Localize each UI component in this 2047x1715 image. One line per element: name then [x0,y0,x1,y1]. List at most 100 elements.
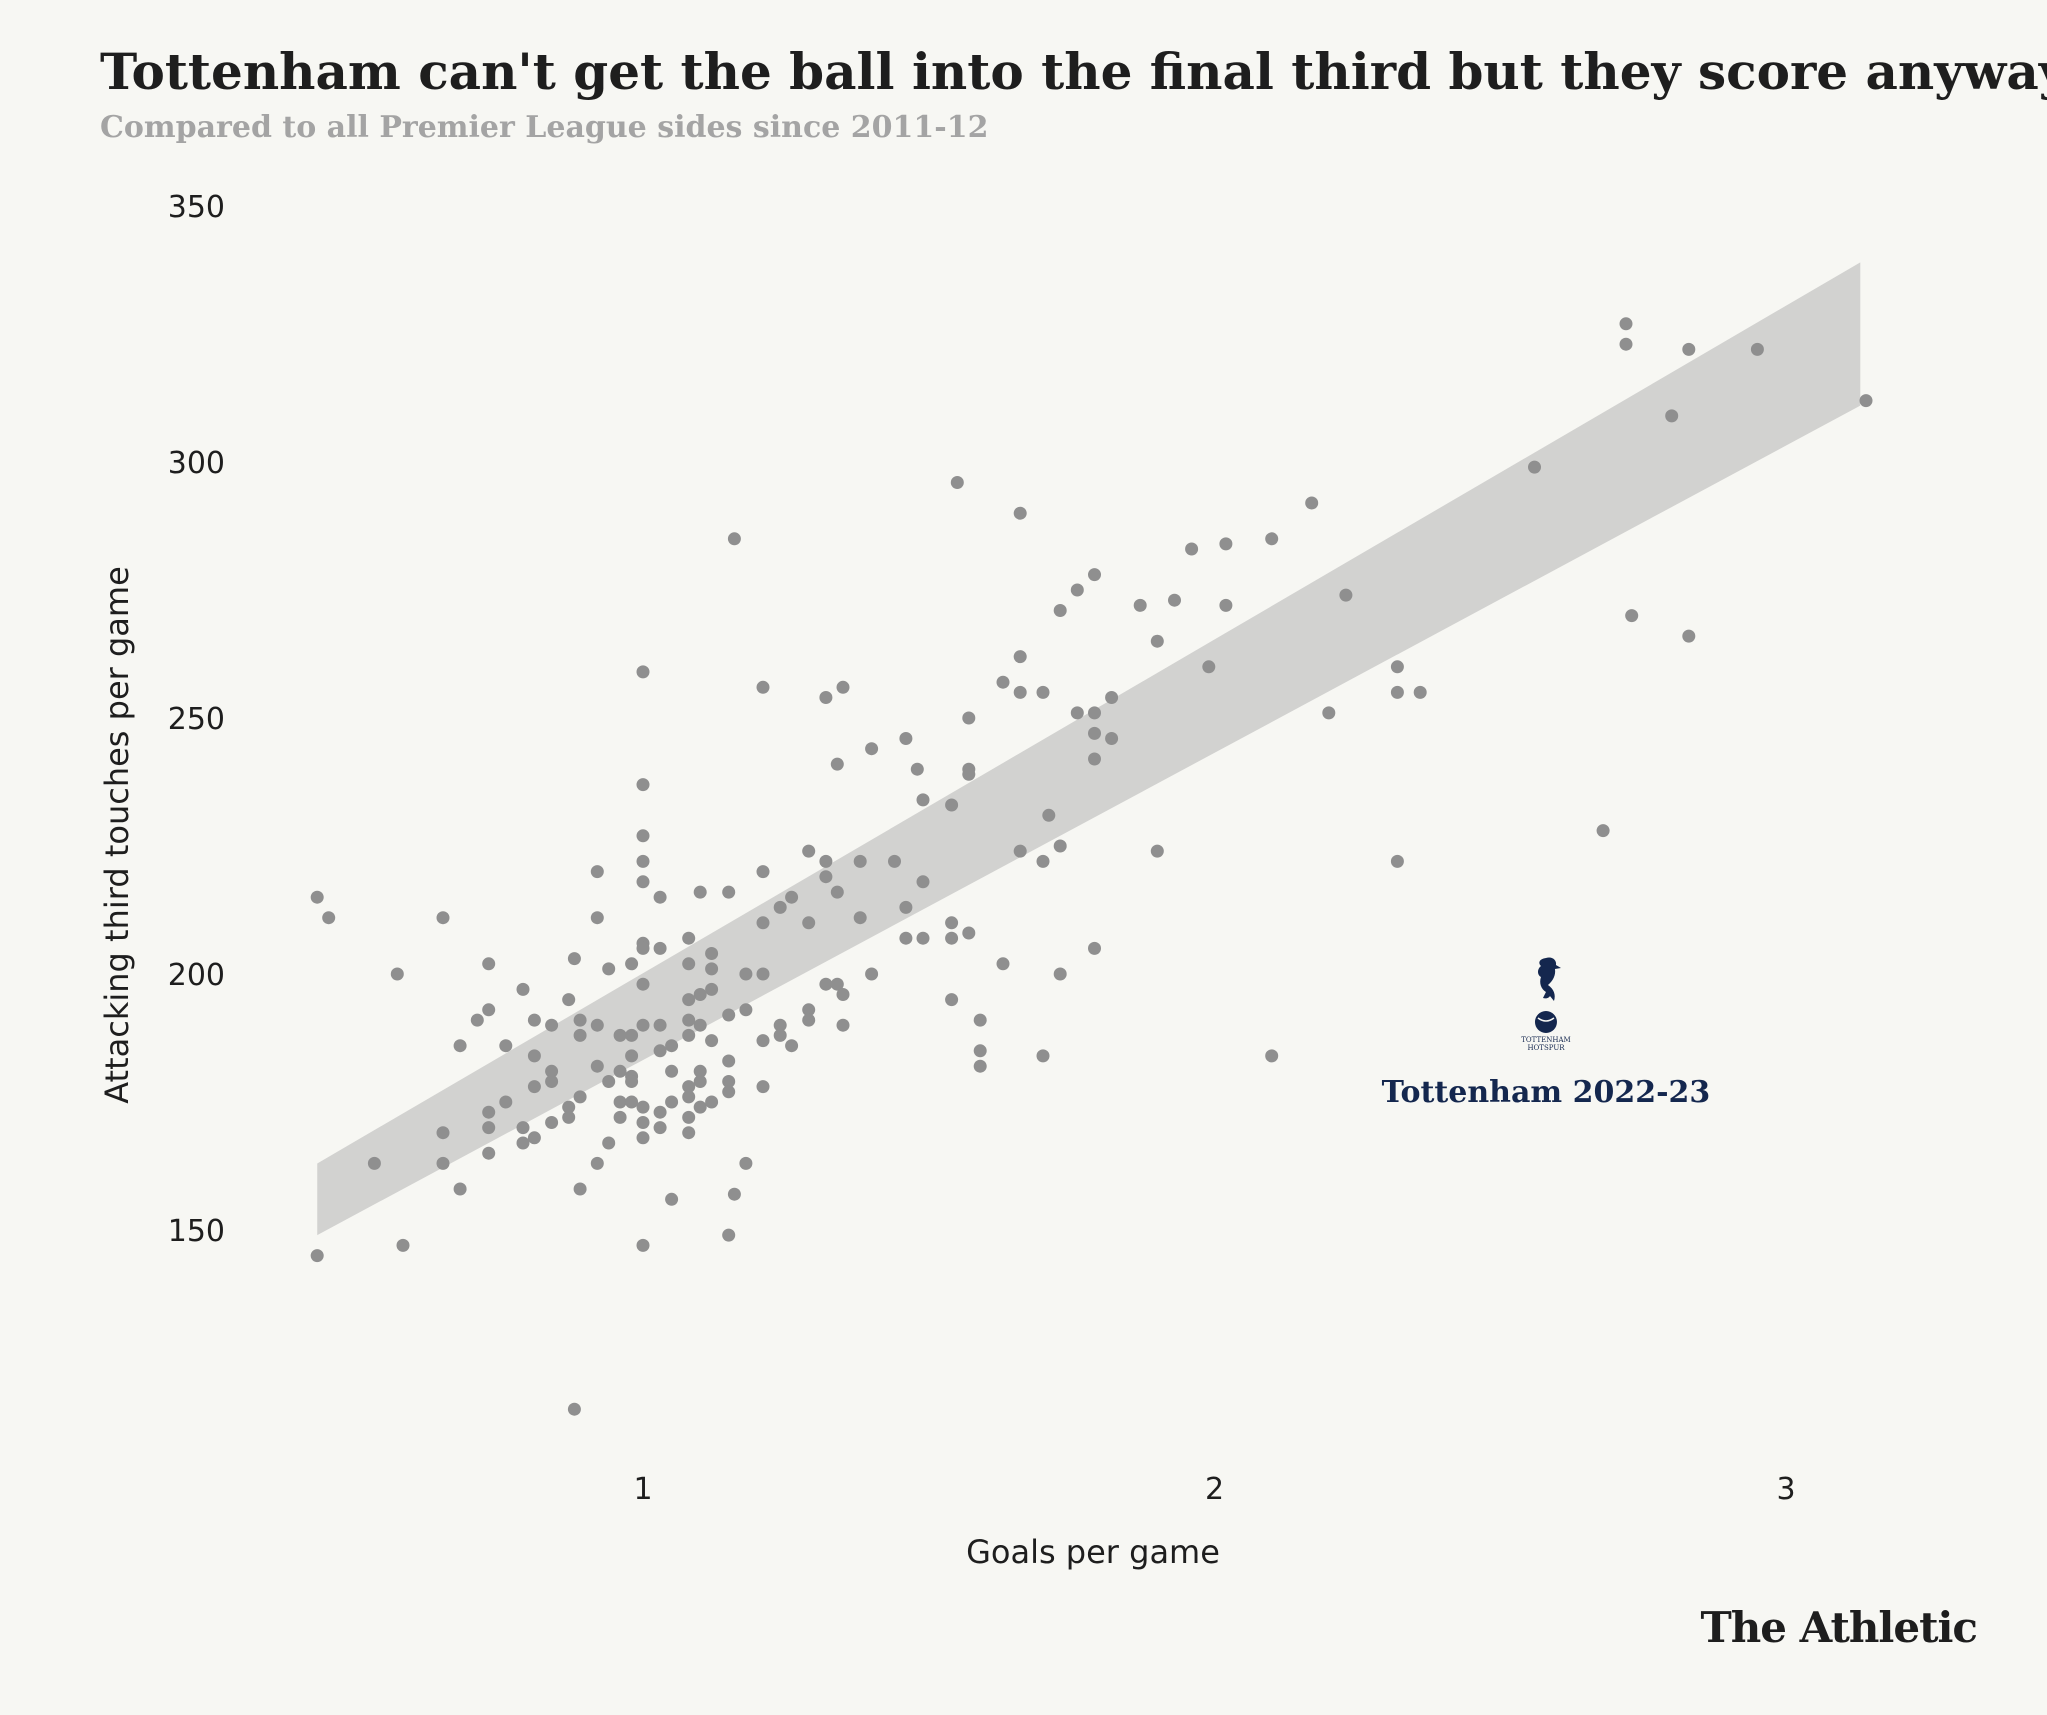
data-point [573,1028,587,1042]
data-point [682,931,696,945]
data-point [1013,650,1027,664]
data-point [436,1156,450,1170]
data-point [1202,660,1216,674]
data-point [1339,588,1353,602]
data-point [682,1080,696,1094]
y-tick-label: 300 [168,446,225,481]
data-point [636,1131,650,1145]
data-point [756,865,770,879]
data-point [1265,532,1279,546]
crest-text-bottom: HOTSPUR [1527,1044,1565,1052]
data-point [367,1156,381,1170]
data-point [836,988,850,1001]
y-axis-ticks: 150 200 250 300 350 [168,190,225,1249]
y-tick-label: 350 [168,190,225,225]
data-point [945,798,959,812]
data-point [436,911,450,925]
brand-logo: The Athletic [1700,1603,1978,1652]
y-axis-label: Attacking third touches per game [98,566,136,1104]
data-point [1105,732,1119,745]
data-point [1036,854,1050,868]
data-point [322,911,336,925]
data-point [830,977,844,991]
data-point [773,1018,787,1032]
data-point [310,890,324,904]
data-point [590,865,604,879]
data-point [756,967,770,981]
data-point [945,931,959,945]
data-point [602,1136,616,1150]
data-point [802,1013,816,1027]
data-point [739,967,753,981]
data-point [830,885,844,899]
data-point [1053,839,1067,853]
data-point [590,1018,604,1032]
data-point [802,916,816,930]
data-point [613,1095,627,1109]
data-point [573,1182,587,1196]
data-point [705,947,719,960]
data-point [1528,460,1541,474]
data-point [1088,941,1101,955]
data-point [722,1008,736,1022]
tottenham-annotation: TOTTENHAM HOTSPUR Tottenham 2022-23 [1382,957,1711,1110]
data-point [773,900,787,914]
data-point [899,732,913,745]
data-point [836,680,850,694]
data-point [636,854,650,868]
data-point [802,844,816,858]
data-point [602,962,616,976]
data-point [636,778,650,792]
data-point [682,1028,696,1042]
crest-text-top: TOTTENHAM [1521,1036,1570,1044]
data-point [1013,844,1027,858]
data-point [653,1121,667,1135]
data-point [973,1044,987,1058]
data-point [819,977,833,991]
data-point [722,1075,736,1088]
tottenham-crest-icon: TOTTENHAM HOTSPUR [1521,957,1571,1052]
data-point [1042,808,1056,822]
data-point [819,854,833,868]
data-point [1013,685,1027,699]
data-point [636,1100,650,1114]
data-point [996,957,1010,971]
data-point [625,1028,639,1042]
x-tick-label: 1 [633,1472,652,1507]
data-point [910,762,924,776]
data-point [1036,685,1050,699]
data-point [962,926,976,940]
data-point [396,1238,410,1252]
data-point [1219,598,1233,612]
y-tick-label: 250 [168,702,225,737]
data-point [1070,706,1084,720]
data-point [436,1126,450,1140]
data-point [945,993,959,1007]
data-point [682,993,696,1007]
data-point [1185,542,1199,556]
data-point [482,957,496,971]
data-point [785,1039,799,1053]
data-point [636,1238,650,1252]
data-point [1305,496,1319,510]
data-point [962,711,976,725]
data-point [756,1034,770,1048]
data-point [613,1028,627,1042]
data-point [1105,691,1119,704]
data-point [545,1064,559,1078]
data-point [1682,629,1696,643]
data-point [636,829,650,843]
data-point [785,890,799,904]
data-point [562,1110,576,1124]
data-point [653,890,667,904]
data-point [482,1121,496,1135]
data-point [453,1182,467,1196]
data-point [1665,409,1679,423]
data-point [590,1059,604,1073]
data-point [499,1039,513,1053]
data-point [853,911,867,925]
data-point [567,1402,581,1416]
data-point [739,1003,753,1017]
data-point [693,988,707,1001]
tottenham-annotation-label: Tottenham 2022-23 [1382,1075,1711,1110]
